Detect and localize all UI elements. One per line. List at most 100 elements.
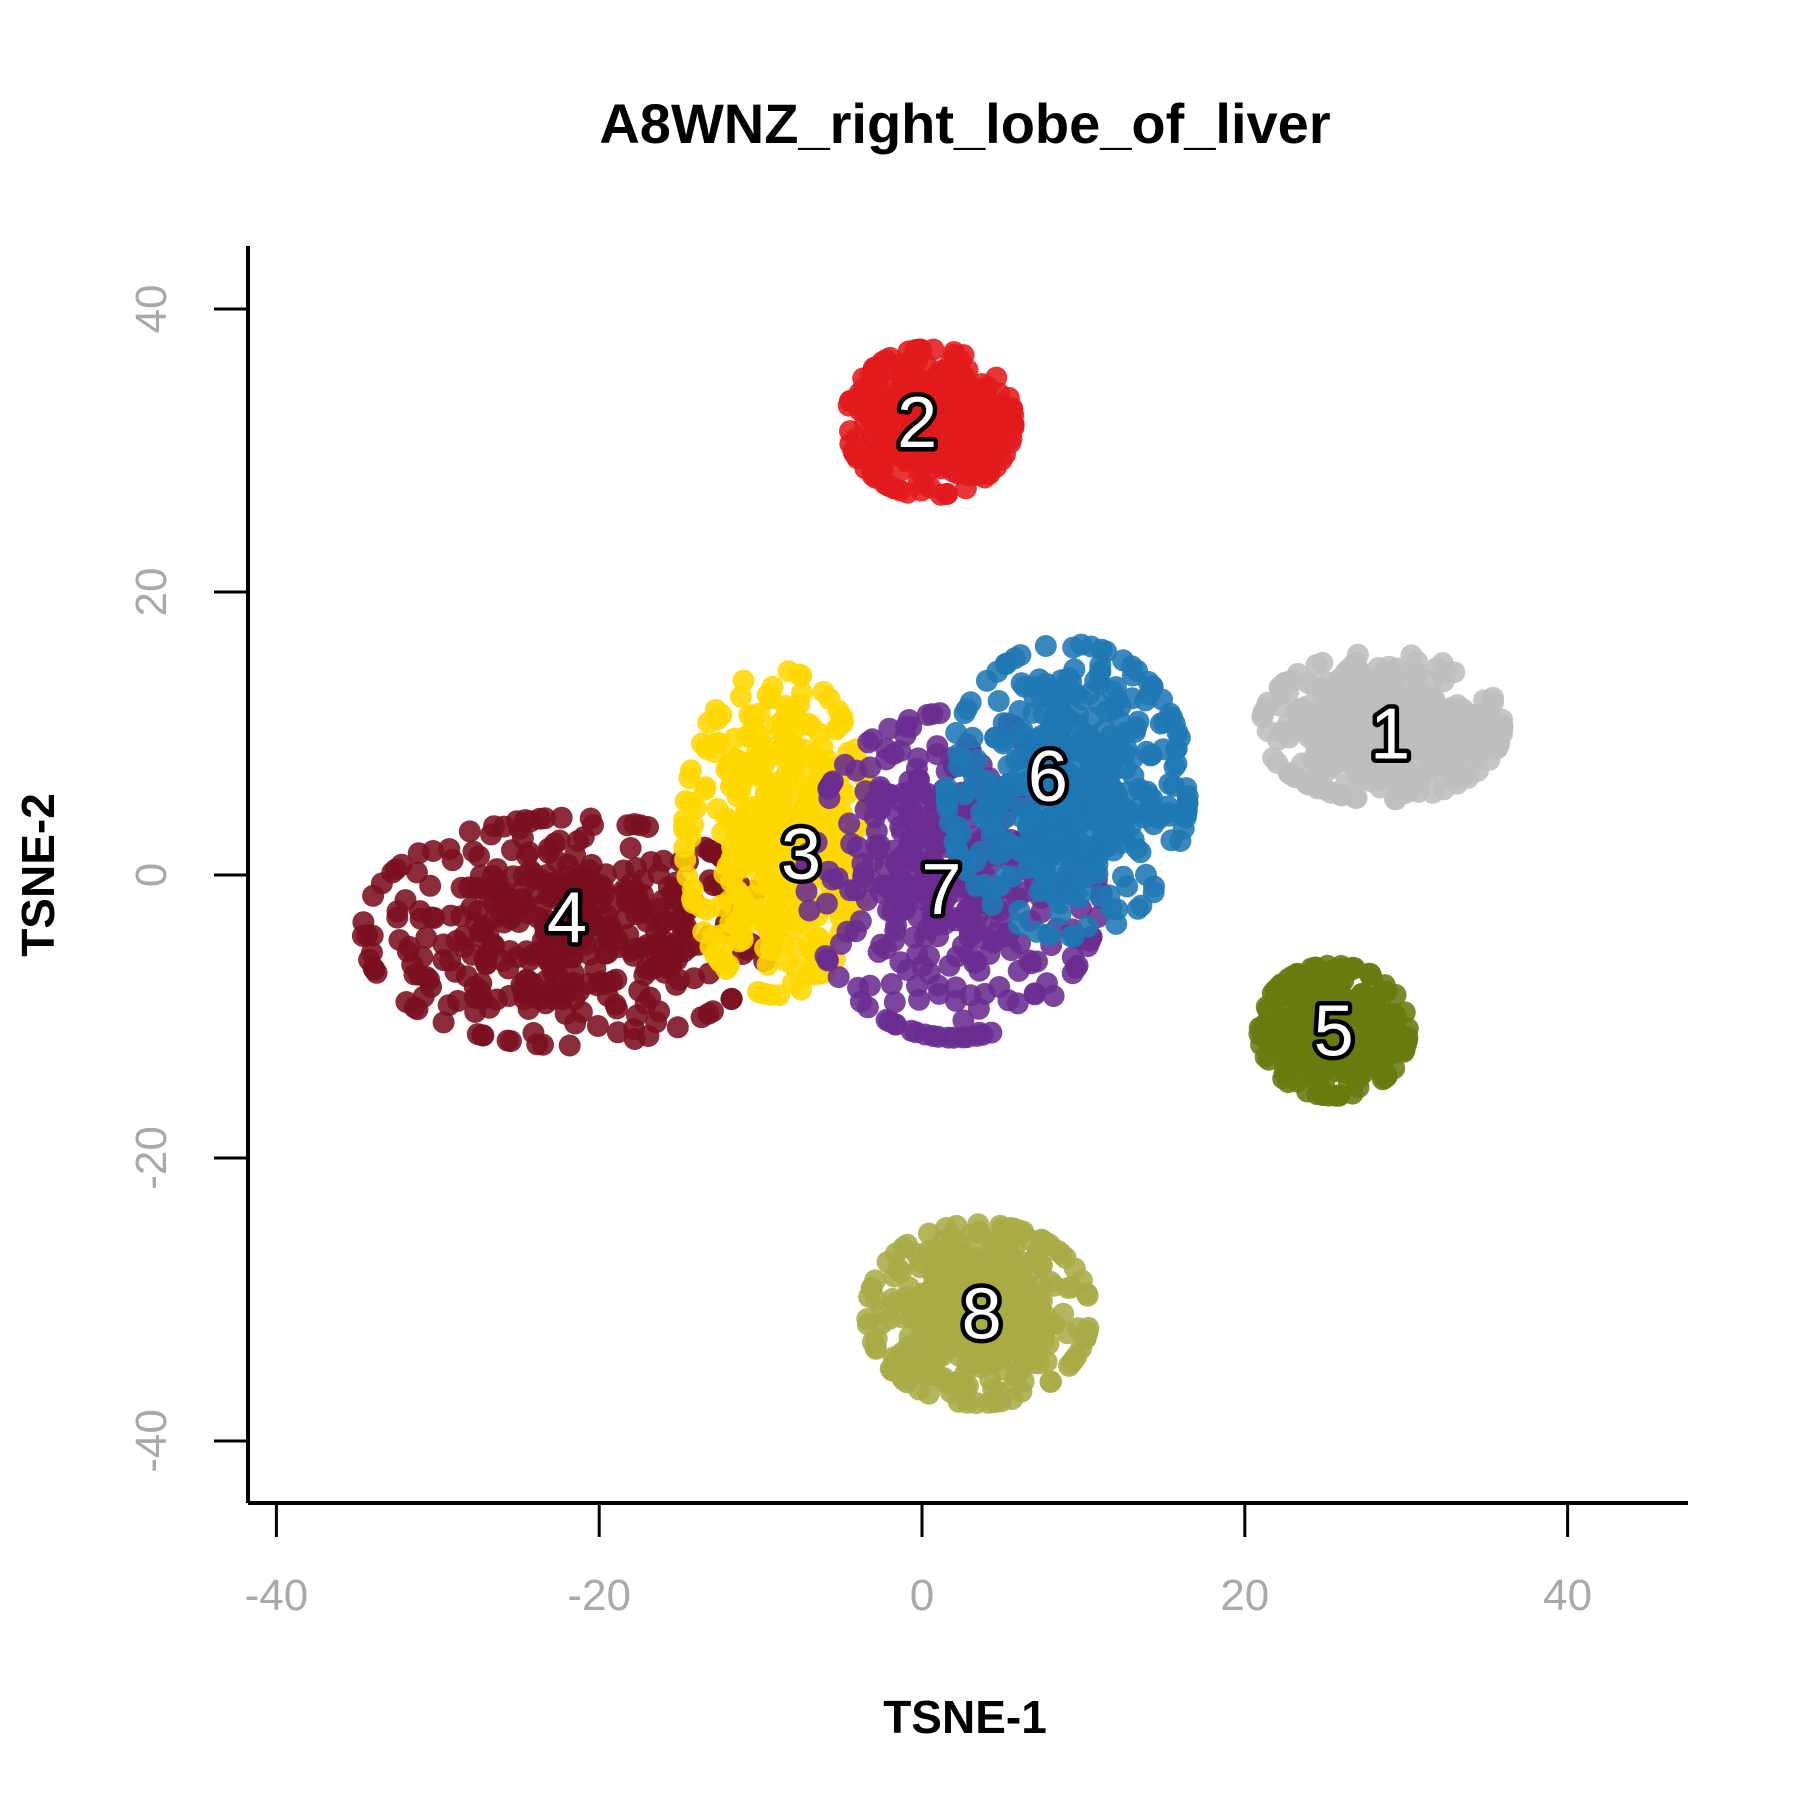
scatter-point — [386, 900, 409, 923]
scatter-point — [1345, 731, 1368, 754]
scatter-point — [1042, 985, 1065, 1007]
scatter-point — [469, 864, 492, 887]
scatter-point — [1062, 636, 1085, 659]
scatter-point — [554, 895, 577, 918]
scatter-point — [774, 893, 797, 916]
scatter-point — [674, 790, 697, 812]
scatter-point — [1038, 924, 1061, 946]
scatter-point — [882, 1346, 905, 1369]
x-axis-title: TSNE-1 — [883, 1691, 1047, 1743]
scatter-point — [815, 892, 838, 915]
scatter-point — [1359, 963, 1382, 986]
x-tick-label: -40 — [245, 1571, 309, 1620]
scatter-point — [890, 821, 913, 844]
scatter-point — [1008, 899, 1031, 922]
scatter-point — [547, 981, 570, 1004]
scatter-point — [1049, 903, 1072, 926]
scatter-point — [1338, 1061, 1361, 1084]
scatter-point — [480, 823, 503, 846]
scatter-point — [713, 863, 736, 885]
scatter-point — [1283, 981, 1306, 1004]
scatter-point — [1076, 1321, 1099, 1344]
cluster-2-points — [837, 338, 1025, 506]
scatter-point — [935, 1217, 958, 1239]
scatter-point — [625, 857, 648, 879]
scatter-point — [921, 703, 944, 726]
scatter-point — [896, 845, 919, 868]
scatter-point — [944, 976, 967, 999]
scatter-point — [604, 993, 627, 1016]
scatter-point — [640, 904, 663, 927]
scatter-point — [1089, 739, 1112, 762]
scatter-point — [972, 1328, 995, 1351]
scatter-point — [946, 440, 969, 462]
y-tick-label: 20 — [127, 568, 176, 617]
scatter-point — [616, 814, 639, 837]
scatter-point — [908, 823, 931, 846]
scatter-point — [781, 972, 804, 995]
scatter-point — [680, 759, 702, 782]
scatter-point — [1037, 868, 1060, 891]
cluster-label-3: 3 — [781, 815, 821, 895]
scatter-point — [1137, 784, 1160, 807]
scatter-point — [845, 759, 868, 782]
scatter-point — [892, 1236, 915, 1259]
scatter-point — [586, 1015, 609, 1037]
scatter-point — [819, 774, 842, 797]
scatter-point — [711, 821, 734, 844]
scatter-point — [873, 387, 896, 410]
scatter-point — [1070, 781, 1093, 804]
y-tick-label: 0 — [127, 863, 176, 887]
scatter-point — [637, 816, 659, 838]
scatter-point — [439, 904, 462, 927]
scatter-point — [797, 712, 820, 735]
scatter-point — [1101, 680, 1124, 703]
scatter-point — [993, 1257, 1016, 1280]
scatter-point — [1400, 644, 1423, 667]
scatter-point — [1312, 712, 1335, 735]
scatter-point — [1013, 675, 1036, 698]
scatter-point — [679, 826, 702, 849]
scatter-point — [676, 865, 699, 888]
scatter-point — [657, 875, 680, 898]
scatter-point — [1291, 1048, 1314, 1071]
scatter-point — [1100, 698, 1123, 721]
scatter-point — [908, 988, 931, 1011]
scatter-point — [1127, 710, 1150, 733]
scatter-point — [903, 926, 925, 949]
scatter-point — [586, 974, 609, 997]
scatter-point — [981, 893, 1004, 916]
scatter-point — [994, 864, 1017, 887]
scatter-point — [1368, 694, 1391, 717]
scatter-point — [935, 789, 958, 812]
scatter-point — [1490, 713, 1513, 736]
scatter-point — [1395, 704, 1418, 727]
scatter-point — [1308, 1075, 1331, 1098]
scatter-point — [1425, 657, 1448, 680]
scatter-point — [1023, 982, 1046, 1005]
scatter-point — [600, 895, 623, 917]
scatter-point — [975, 669, 998, 692]
scatter-point — [828, 714, 851, 737]
scatter-point — [907, 768, 930, 791]
scatter-point — [1039, 1270, 1062, 1293]
scatter-point — [619, 940, 642, 963]
scatter-point — [1149, 712, 1172, 735]
scatter-point — [948, 1260, 971, 1283]
scatter-point — [804, 745, 826, 768]
scatter-point — [984, 726, 1007, 749]
scatter-point — [918, 945, 940, 968]
scatter-point — [1006, 1224, 1029, 1246]
scatter-point — [1302, 1002, 1325, 1024]
scatter-point — [1337, 658, 1360, 681]
scatter-point — [747, 980, 769, 1003]
scatter-point — [709, 894, 732, 917]
scatter-point — [1310, 741, 1333, 764]
scatter-point — [838, 812, 861, 835]
scatter-point — [965, 1024, 988, 1047]
scatter-point — [642, 939, 665, 962]
scatter-point — [761, 921, 784, 943]
cluster-label-8: 8 — [962, 1275, 1002, 1355]
scatter-point — [1143, 875, 1165, 898]
scatter-point — [1115, 803, 1138, 825]
